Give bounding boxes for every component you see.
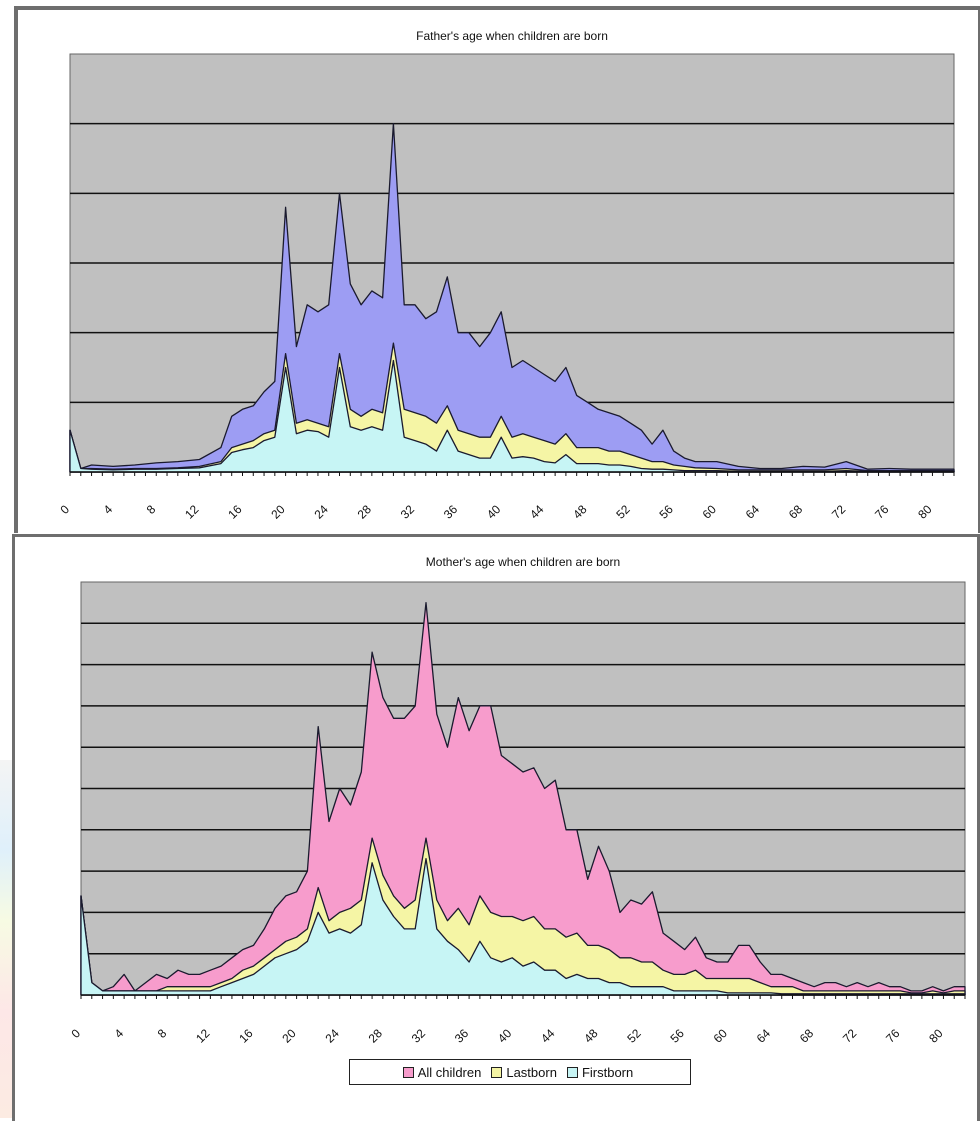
x-tick-label: 48 [570,502,590,522]
x-tick-label: 60 [711,1026,731,1046]
series-area-all-children [80,602,966,996]
x-tick-label: 12 [193,1026,213,1046]
x-tick-label: 56 [667,1026,687,1046]
x-tick-label: 4 [101,502,116,517]
x-tick-label: 44 [527,502,547,522]
x-tick-label: 0 [68,1026,83,1041]
x-tick-label: 44 [538,1026,558,1046]
x-tick-label: 68 [797,1026,817,1046]
chart-legend: All children Lastborn Firstborn [349,1059,691,1085]
x-tick-label: 16 [236,1026,256,1046]
x-tick-label: 68 [786,502,806,522]
x-tick-label: 0 [57,502,72,517]
x-tick-label: 12 [182,502,202,522]
legend-label-all-children: All children [417,1064,482,1080]
x-tick-label: 60 [700,502,720,522]
x-tick-label: 52 [624,1026,644,1046]
x-tick-label: 80 [926,1026,946,1046]
x-tick-label: 40 [484,502,504,522]
x-tick-label: 52 [613,502,633,522]
x-tick-label: 76 [872,502,892,522]
x-tick-label: 20 [279,1026,299,1046]
x-tick-label: 64 [754,1026,774,1046]
legend-swatch-firstborn [566,1066,578,1078]
x-tick-label: 24 [323,1026,343,1046]
legend-swatch-all-children [402,1066,414,1078]
chart-title: Father's age when children are born [416,29,608,43]
legend-item-firstborn: Firstborn [566,1064,634,1080]
x-tick-label: 76 [883,1026,903,1046]
x-tick-label: 16 [225,502,245,522]
x-tick-label: 36 [452,1026,472,1046]
x-tick-label: 64 [743,502,763,522]
x-tick-label: 32 [398,502,418,522]
legend-item-all-children: All children [402,1064,482,1080]
x-tick-label: 28 [355,502,375,522]
legend-label-firstborn: Firstborn [581,1064,634,1080]
x-tick-label: 72 [840,1026,860,1046]
x-tick-label: 8 [144,502,159,517]
legend-item-lastborn: Lastborn [491,1065,557,1080]
x-tick-label: 4 [112,1026,127,1041]
x-tick-label: 72 [829,502,849,522]
x-tick-label: 28 [366,1026,386,1046]
x-tick-label: 40 [495,1026,515,1046]
x-tick-label: 56 [656,502,676,522]
x-tick-label: 24 [312,502,332,522]
x-tick-label: 20 [268,502,288,522]
x-tick-label: 32 [409,1026,429,1046]
series-area-firstborn [80,858,966,996]
mother-age-chart: Mother's age when children are born 0 4 8 12… [12,534,980,1121]
father-age-chart: Father's age when children are born 0 4 8 12… [14,6,980,533]
x-tick-label: 80 [915,502,935,522]
chart-title: Mother's age when children are born [426,555,620,569]
x-tick-label: 36 [441,502,461,522]
legend-label-lastborn: Lastborn [506,1064,557,1080]
x-tick-label: 48 [581,1026,601,1046]
x-tick-label: 8 [155,1026,170,1041]
legend-swatch-lastborn [491,1066,503,1078]
